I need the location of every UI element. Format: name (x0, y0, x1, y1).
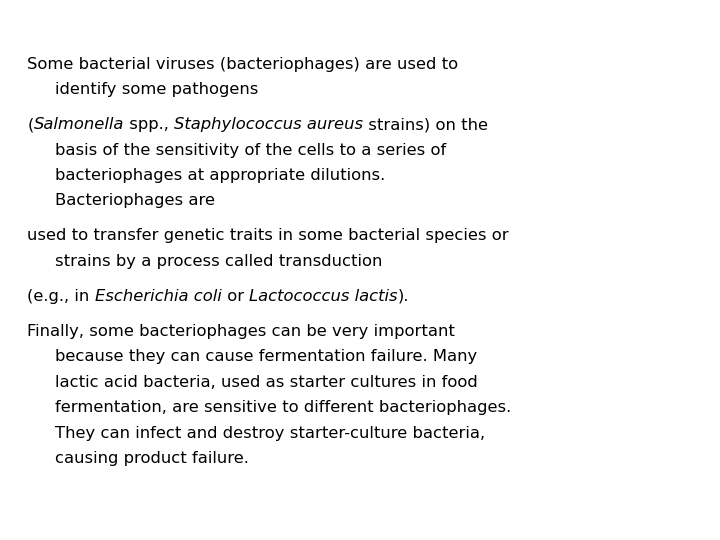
Text: causing product failure.: causing product failure. (55, 451, 248, 466)
Text: or: or (222, 289, 249, 304)
Text: (e.g., in: (e.g., in (27, 289, 95, 304)
Text: ).: ). (397, 289, 409, 304)
Text: strains by a process called transduction: strains by a process called transduction (55, 254, 382, 269)
Text: They can infect and destroy starter-culture bacteria,: They can infect and destroy starter-cult… (55, 426, 485, 441)
Text: lactic acid bacteria, used as starter cultures in food: lactic acid bacteria, used as starter cu… (55, 375, 477, 390)
Text: Escherichia coli: Escherichia coli (95, 289, 222, 304)
Text: (: ( (27, 117, 34, 132)
Text: spp.,: spp., (124, 117, 174, 132)
Text: strains) on the: strains) on the (363, 117, 488, 132)
Text: bacteriophages at appropriate dilutions.: bacteriophages at appropriate dilutions. (55, 168, 385, 183)
Text: identify some pathogens: identify some pathogens (55, 82, 258, 97)
Text: Staphylococcus aureus: Staphylococcus aureus (174, 117, 363, 132)
Text: fermentation, are sensitive to different bacteriophages.: fermentation, are sensitive to different… (55, 400, 511, 415)
Text: because they can cause fermentation failure. Many: because they can cause fermentation fail… (55, 349, 477, 364)
Text: Lactococcus lactis: Lactococcus lactis (249, 289, 397, 304)
Text: Finally, some bacteriophages can be very important: Finally, some bacteriophages can be very… (27, 324, 455, 339)
Text: used to transfer genetic traits in some bacterial species or: used to transfer genetic traits in some … (27, 228, 509, 244)
Text: basis of the sensitivity of the cells to a series of: basis of the sensitivity of the cells to… (55, 143, 446, 158)
Text: Some bacterial viruses (bacteriophages) are used to: Some bacterial viruses (bacteriophages) … (27, 57, 459, 72)
Text: Bacteriophages are: Bacteriophages are (55, 193, 215, 208)
Text: Salmonella: Salmonella (34, 117, 124, 132)
